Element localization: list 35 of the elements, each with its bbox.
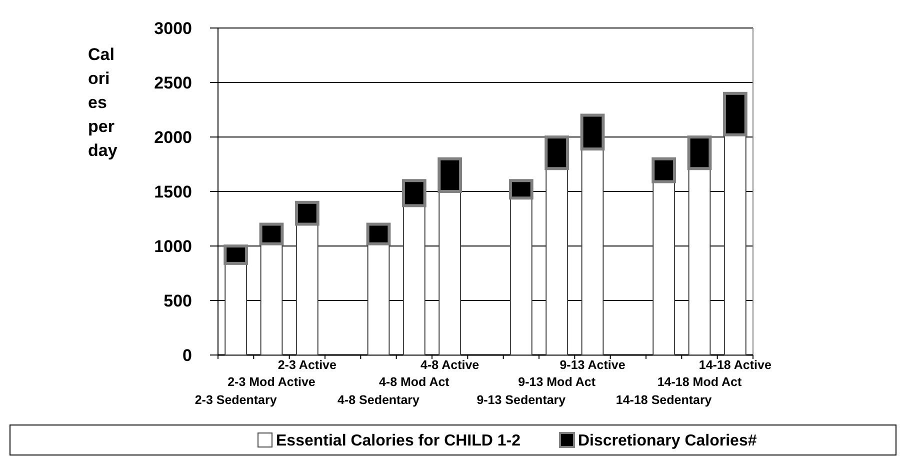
y-tick-label: 1000: [154, 236, 192, 256]
bar: [260, 243, 283, 356]
bar: [724, 134, 746, 356]
y-tick-label: 1500: [154, 182, 192, 202]
bar: [224, 262, 248, 356]
bar: [438, 191, 462, 356]
bar: [652, 157, 676, 184]
y-tick-label: 0: [182, 346, 192, 365]
x-tick-label: 14-18 Active: [698, 358, 772, 372]
bar: [652, 181, 676, 356]
bar: [688, 168, 711, 356]
x-tick-label: 9-13 Mod Act: [518, 375, 596, 389]
bar: [367, 243, 390, 356]
y-tick-label: 2500: [154, 73, 192, 92]
bar: [510, 198, 532, 356]
y-tick-label: 500: [164, 291, 192, 310]
legend-label: Essential Calories for CHILD 1-2: [276, 432, 521, 450]
bar: [294, 200, 320, 226]
x-tick-label: 2-3 Active: [278, 358, 337, 372]
y-tick-label: 2000: [154, 128, 192, 147]
x-tick-label: 4-8 Mod Act: [378, 375, 450, 389]
x-tick-label: 2-3 Mod Active: [228, 375, 316, 389]
bar: [296, 224, 318, 356]
bar: [546, 168, 568, 356]
y-tick-label: 3000: [154, 18, 192, 38]
x-tick-label: 14-18 Mod Act: [657, 375, 742, 389]
x-tick-label: 2-3 Sedentary: [194, 393, 277, 407]
bar: [402, 205, 426, 356]
legend-label: Discretionary Calories#: [578, 432, 757, 450]
x-tick-label: 9-13 Sedentary: [476, 393, 566, 407]
x-tick-label: 14-18 Sedentary: [616, 393, 712, 407]
x-tick-label: 9-13 Active: [560, 358, 626, 372]
x-tick-label: 4-8 Active: [420, 358, 480, 372]
x-tick-label: 4-8 Sedentary: [338, 393, 420, 407]
y-axis-title: Calories per day: [88, 45, 118, 160]
